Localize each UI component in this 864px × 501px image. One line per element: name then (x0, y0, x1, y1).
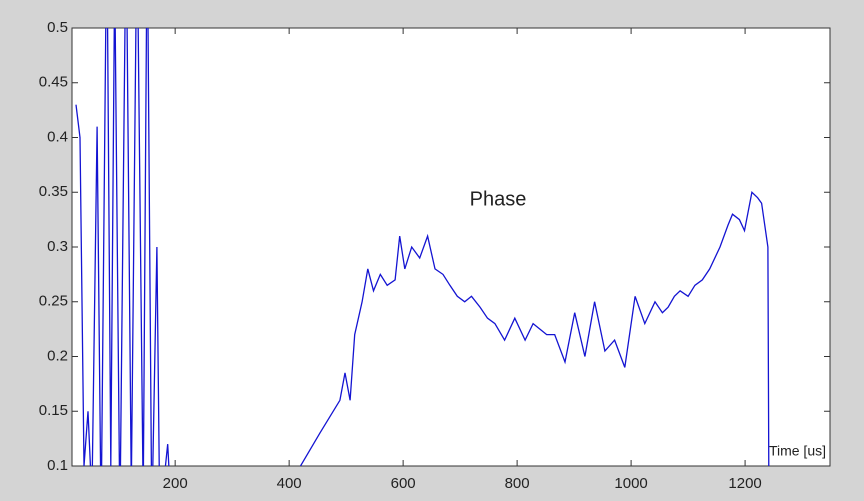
x-tick-label: 1200 (728, 475, 761, 492)
annotation: Phase (470, 188, 527, 210)
y-tick-label: 0.35 (39, 183, 68, 200)
y-tick-label: 0.1 (47, 457, 68, 474)
x-axis-label: Time [us] (769, 443, 826, 459)
y-tick-label: 0.45 (39, 74, 68, 91)
x-tick-label: 800 (505, 475, 530, 492)
y-tick-label: 0.5 (47, 19, 68, 36)
data-line (75, 28, 770, 466)
x-tick-label: 600 (391, 475, 416, 492)
plot-area (71, 27, 831, 467)
y-tick-label: 0.2 (47, 347, 68, 364)
y-tick-label: 0.25 (39, 293, 68, 310)
y-tick-label: 0.15 (39, 402, 68, 419)
x-tick-label: 1000 (614, 475, 647, 492)
y-tick-label: 0.4 (47, 128, 68, 145)
y-tick-label: 0.3 (47, 238, 68, 255)
x-tick-label: 400 (277, 475, 302, 492)
x-tick-label: 200 (163, 475, 188, 492)
